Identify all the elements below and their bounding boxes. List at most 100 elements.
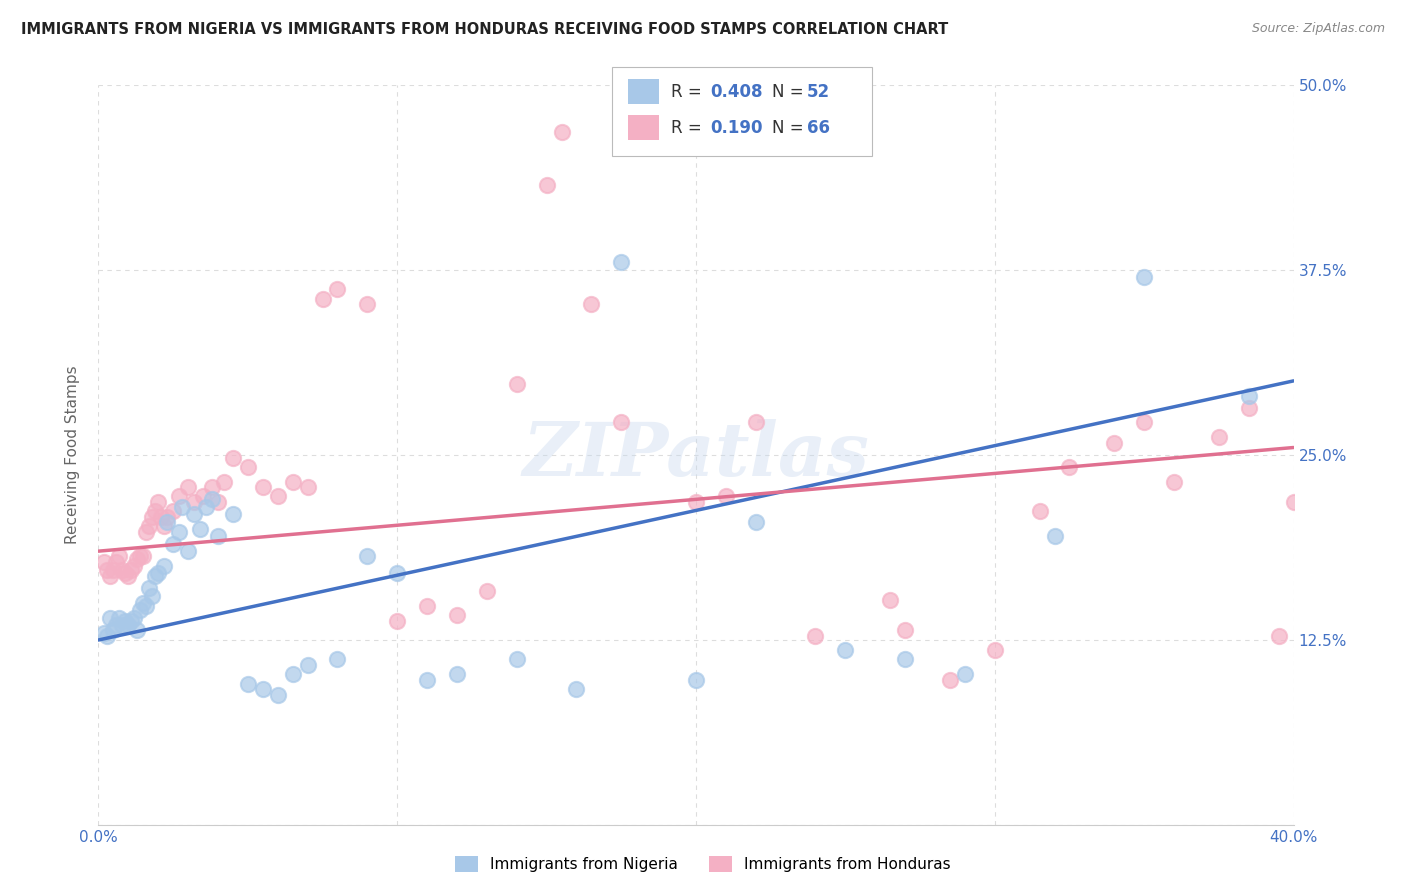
Point [177,544,200,558]
Legend: Immigrants from Nigeria, Immigrants from Honduras: Immigrants from Nigeria, Immigrants from… [447,848,959,880]
Point [894,623,917,637]
Point [834,643,856,657]
Point [138,581,160,595]
Point [1028,504,1050,518]
Point [108,549,131,563]
Point [252,481,274,495]
Text: 0.408: 0.408 [710,83,762,101]
Point [129,603,152,617]
Point [132,549,155,563]
Point [201,481,224,495]
Point [894,652,917,666]
Point [141,589,163,603]
Point [135,599,157,613]
Point [252,681,274,696]
Point [834,134,856,148]
Point [281,475,304,489]
Point [1104,436,1126,450]
Text: N =: N = [772,83,808,101]
Point [93,555,115,569]
Point [120,614,142,628]
Point [148,495,170,509]
Point [103,623,125,637]
Point [236,459,259,474]
Text: R =: R = [671,83,707,101]
Point [685,673,707,687]
Point [267,489,290,503]
Point [311,293,333,307]
Point [124,558,146,574]
Point [150,510,173,524]
Point [96,563,118,577]
Point [98,611,122,625]
Point [183,507,205,521]
Point [610,415,633,429]
Point [191,489,214,503]
Point [195,500,218,514]
Point [1059,459,1081,474]
Point [281,667,304,681]
Point [114,566,136,581]
Text: 52: 52 [807,83,830,101]
Point [201,492,224,507]
Point [167,524,190,539]
Point [685,495,707,509]
Point [143,569,166,583]
Point [326,282,349,296]
Point [1237,389,1260,403]
Point [124,611,146,625]
Point [1133,415,1156,429]
Text: R =: R = [671,119,707,136]
Point [745,515,768,529]
Point [550,125,572,139]
Point [162,504,184,518]
Text: 66: 66 [807,119,830,136]
Point [297,481,319,495]
Text: 0.190: 0.190 [710,119,762,136]
Point [236,677,259,691]
Point [446,667,468,681]
Point [117,618,139,632]
Point [804,629,827,643]
Point [105,618,128,632]
Point [446,607,468,622]
Point [148,566,170,581]
Point [536,178,558,193]
Point [356,549,378,563]
Point [222,450,245,465]
Point [167,489,190,503]
Point [953,667,976,681]
Point [108,611,131,625]
Y-axis label: Receiving Food Stamps: Receiving Food Stamps [65,366,80,544]
Point [610,255,633,269]
Point [156,510,179,524]
Text: IMMIGRANTS FROM NIGERIA VS IMMIGRANTS FROM HONDURAS RECEIVING FOOD STAMPS CORREL: IMMIGRANTS FROM NIGERIA VS IMMIGRANTS FR… [21,22,948,37]
Point [385,614,409,628]
Point [183,495,205,509]
Point [1133,270,1156,285]
Point [207,529,229,543]
Text: N =: N = [772,119,808,136]
Point [1237,401,1260,415]
Point [581,297,603,311]
Point [565,681,588,696]
Point [132,596,155,610]
Point [745,415,768,429]
Point [984,643,1007,657]
Text: Source: ZipAtlas.com: Source: ZipAtlas.com [1251,22,1385,36]
Point [475,584,498,599]
Point [127,551,149,566]
Point [939,673,962,687]
Point [98,569,122,583]
Point [111,563,134,577]
Point [129,549,152,563]
Point [127,623,149,637]
Point [143,504,166,518]
Point [156,515,179,529]
Point [135,524,157,539]
Point [172,500,194,514]
Point [1043,529,1066,543]
Text: ZIPatlas: ZIPatlas [523,418,869,491]
Point [267,688,290,702]
Point [207,495,229,509]
